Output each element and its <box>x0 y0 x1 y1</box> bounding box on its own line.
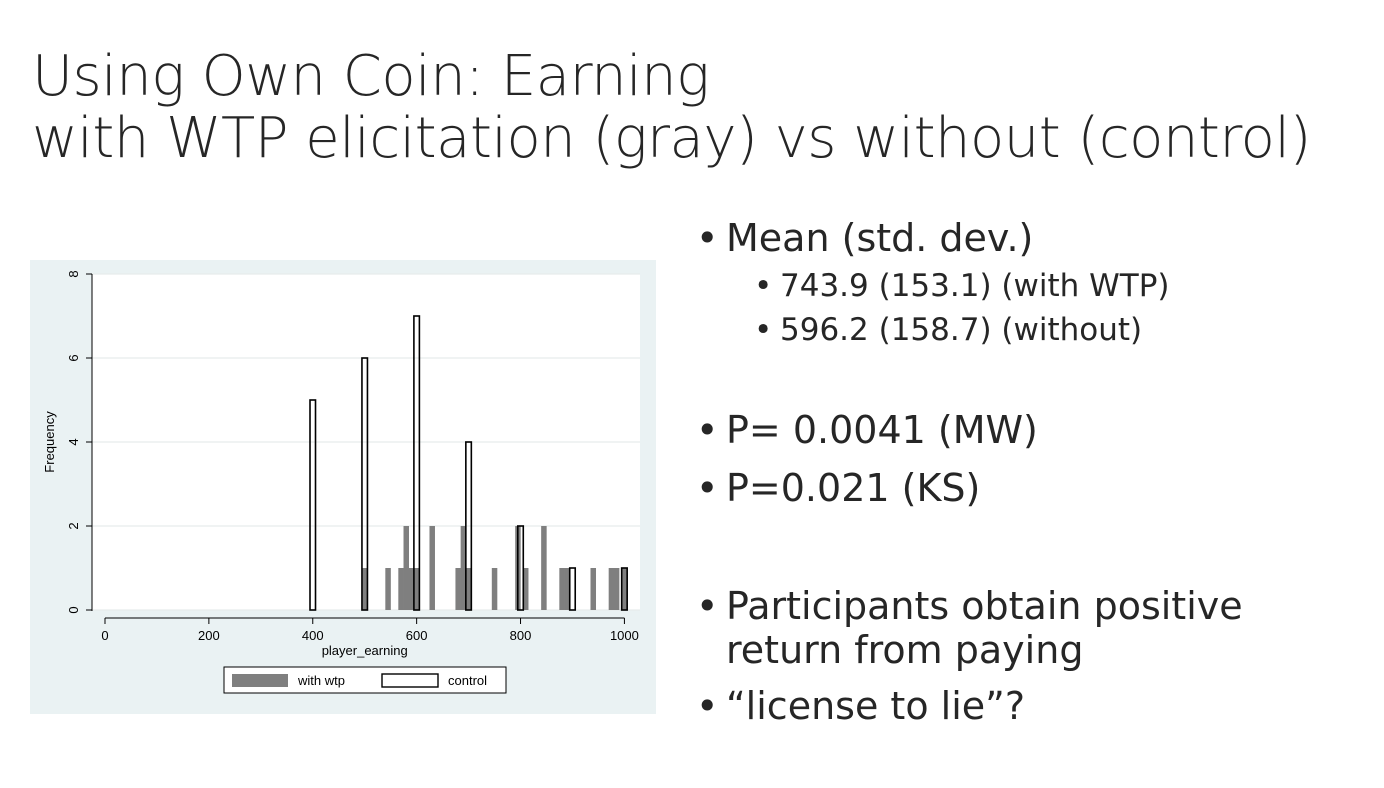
bar-with-wtp <box>608 568 615 610</box>
bar-with-wtp <box>385 568 391 610</box>
bullet-dot: • <box>696 408 719 452</box>
bar-control <box>413 315 421 611</box>
legend-label-with-wtp: with wtp <box>297 673 345 688</box>
legend-label-control: control <box>448 673 487 688</box>
bullet-dot: • <box>696 684 719 728</box>
mean-wtp-value: 743.9 (153.1) (with WTP) <box>780 268 1170 304</box>
x-axis-title: player_earning <box>322 643 408 658</box>
p-mw-value: P= 0.0041 (MW) <box>726 408 1038 452</box>
bar-with-wtp <box>403 526 410 610</box>
bar-with-wtp <box>522 568 529 610</box>
mean-without-value: 596.2 (158.7) (without) <box>780 312 1143 348</box>
bar-with-wtp <box>455 568 461 610</box>
bar-with-wtp <box>541 526 547 610</box>
bar-with-wtp <box>564 568 571 610</box>
histogram-svg: 0 2 4 6 8 0 200 400 600 800 1000 player_earning Freq… <box>42 270 640 694</box>
legend-swatch-control <box>381 673 439 688</box>
bar-with-wtp <box>460 526 467 610</box>
bullet-p-mw: • P= 0.0041 (MW) <box>696 408 1038 452</box>
bullet-participants: • Participants obtain positive return fro… <box>696 584 1316 672</box>
bullet-license: • “license to lie”? <box>696 684 1025 728</box>
bar-control <box>516 525 525 611</box>
bullet-dot: • <box>696 466 719 510</box>
bar-with-wtp <box>559 568 565 610</box>
slide-title-line-1: Using Own Coin: Earning <box>32 44 710 109</box>
bar-with-wtp <box>429 526 435 610</box>
y-tick-label: 8 <box>66 270 81 277</box>
bar-with-wtp <box>590 568 597 610</box>
bar-with-wtp <box>413 568 420 610</box>
legend-swatch-with-wtp <box>232 674 288 687</box>
x-tick-label: 800 <box>510 628 532 643</box>
x-tick-label: 0 <box>101 628 108 643</box>
bar-with-wtp <box>491 568 498 610</box>
bar-control <box>309 399 317 611</box>
bar-with-wtp <box>465 568 472 610</box>
bullet-dot: • <box>754 268 773 304</box>
mean-header: Mean (std. dev.) <box>726 216 1034 260</box>
y-tick-label: 4 <box>66 438 81 445</box>
bar-control <box>620 567 628 611</box>
bullet-dot: • <box>696 216 719 260</box>
bullet-dot: • <box>696 584 719 628</box>
x-tick-label: 400 <box>302 628 324 643</box>
bar-with-wtp <box>398 568 404 610</box>
bullet-mean: • Mean (std. dev.) <box>696 216 1033 260</box>
bullet-p-ks: • P=0.021 (KS) <box>696 466 980 510</box>
x-tick-label: 1000 <box>610 628 639 643</box>
bar-with-wtp <box>361 568 368 610</box>
bar-control <box>568 567 577 611</box>
bar-control <box>465 441 473 611</box>
y-tick-label: 0 <box>66 606 81 613</box>
bar-control <box>361 357 369 611</box>
x-tick-label: 200 <box>198 628 220 643</box>
histogram-chart: 0 2 4 6 8 0 200 400 600 800 1000 player_earning Freq… <box>30 260 656 714</box>
bar-with-wtp <box>613 568 620 610</box>
y-tick-label: 2 <box>66 522 81 529</box>
bar-with-wtp <box>408 568 415 610</box>
license-text: “license to lie”? <box>726 684 1025 728</box>
bullet-mean-wtp: • 743.9 (153.1) (with WTP) <box>754 266 1169 306</box>
y-tick-label: 6 <box>66 354 81 361</box>
x-tick-label: 600 <box>406 628 428 643</box>
slide-title: Using Own Coin: Earning with WTP elicita… <box>32 46 1362 170</box>
y-axis-title: Frequency <box>42 411 57 473</box>
bar-with-wtp <box>621 568 628 610</box>
participants-text: Participants obtain positive return from… <box>726 584 1243 672</box>
slide-title-line-2: with WTP elicitation (gray) vs without (… <box>32 106 1311 171</box>
bullet-dot: • <box>754 312 773 348</box>
p-ks-value: P=0.021 (KS) <box>726 466 981 510</box>
bullet-mean-without: • 596.2 (158.7) (without) <box>754 310 1142 350</box>
